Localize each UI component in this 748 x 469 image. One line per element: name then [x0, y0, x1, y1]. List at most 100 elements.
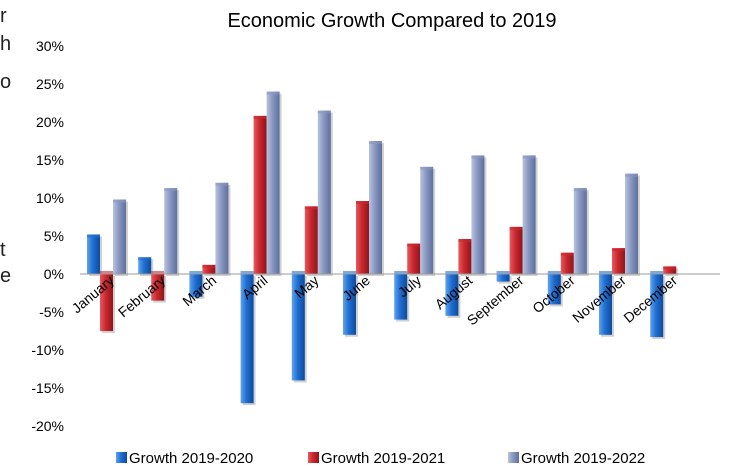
y-tick-label: 0%: [44, 266, 64, 282]
bar: [496, 274, 510, 282]
bar-cap: [445, 271, 459, 274]
bar-cap: [573, 188, 587, 192]
bar: [164, 188, 178, 274]
bar-growth-2019-2021: [458, 239, 474, 276]
bar-growth-2019-2021: [304, 206, 320, 276]
bar-growth-2019-2022: [369, 141, 384, 276]
bar: [138, 257, 152, 274]
edge-fragment: r: [0, 5, 7, 27]
bar-growth-2019-2020: [240, 271, 256, 406]
bar: [509, 226, 523, 274]
bar-growth-2019-2020: [87, 234, 102, 276]
bar: [317, 110, 331, 274]
bar: [445, 274, 459, 316]
bar: [663, 266, 677, 274]
bar-cap: [458, 239, 472, 243]
bar-cap: [304, 206, 318, 210]
edge-fragment: t: [0, 239, 6, 261]
bar: [215, 182, 229, 274]
bar-growth-2019-2022: [522, 155, 538, 276]
legend-label: Growth 2019-2021: [321, 450, 445, 467]
y-tick-label: 20%: [36, 114, 64, 130]
bar-growth-2019-2021: [100, 271, 115, 333]
y-tick-label: 15%: [36, 152, 64, 168]
bar-cap: [356, 201, 369, 205]
bar-growth-2019-2022: [113, 199, 128, 276]
bar-growth-2019-2022: [625, 173, 640, 276]
edge-fragment: o: [0, 71, 12, 93]
bar: [304, 206, 318, 274]
bar-cap: [253, 115, 267, 119]
bar-growth-2019-2021: [663, 266, 679, 276]
bar: [343, 274, 356, 335]
bar-cap: [560, 252, 574, 256]
bar: [547, 274, 561, 305]
edge-fragment: h: [0, 33, 12, 55]
bar-cap: [266, 91, 280, 95]
bar-cap: [547, 271, 561, 274]
bar-growth-2019-2020: [496, 271, 512, 284]
bar-cap: [151, 271, 165, 274]
bars: [87, 91, 679, 406]
bar-cap: [291, 271, 305, 274]
bar-cap: [509, 226, 523, 230]
bar-cap: [189, 271, 203, 274]
bar: [253, 115, 267, 274]
bar-cap: [522, 155, 536, 159]
bar: [369, 141, 382, 274]
x-tick-label: September: [464, 272, 527, 328]
bar-cap: [394, 271, 408, 274]
bar: [356, 201, 369, 274]
bar: [599, 274, 612, 335]
bar-cap: [599, 271, 612, 274]
bar: [189, 274, 203, 297]
bar-growth-2019-2020: [650, 271, 666, 340]
bar-cap: [407, 243, 421, 247]
bar-growth-2019-2021: [356, 201, 371, 276]
bar-growth-2019-2021: [509, 226, 525, 276]
bar-cap: [612, 248, 625, 252]
bar-growth-2019-2022: [164, 188, 180, 276]
y-tick-label: -10%: [31, 342, 64, 358]
bar: [560, 252, 574, 274]
bar: [113, 199, 126, 274]
bar-growth-2019-2021: [560, 252, 576, 276]
legend-swatch: [116, 452, 127, 463]
bar-growth-2019-2020: [445, 271, 461, 318]
bar-cap: [317, 110, 331, 114]
bar: [87, 234, 100, 274]
y-tick-label: 5%: [44, 228, 64, 244]
y-tick-label: 25%: [36, 76, 64, 92]
bar-cap: [343, 271, 356, 274]
bar-cap: [215, 182, 229, 186]
bar-growth-2019-2021: [612, 248, 627, 276]
bar-cap: [625, 173, 638, 177]
bar: [291, 274, 305, 381]
bar: [394, 274, 408, 320]
bar-growth-2019-2022: [471, 155, 487, 276]
bar-growth-2019-2021: [253, 115, 269, 276]
bar: [420, 166, 434, 274]
y-tick-label: 30%: [36, 38, 64, 54]
y-tick-label: -20%: [31, 418, 64, 434]
bar-growth-2019-2021: [202, 264, 218, 276]
legend-label: Growth 2019-2020: [129, 450, 253, 467]
bar-cap: [663, 266, 677, 270]
legend-swatch: [508, 452, 519, 463]
y-tick-label: -15%: [31, 380, 64, 396]
bar-growth-2019-2022: [420, 166, 436, 276]
bar-growth-2019-2020: [394, 271, 410, 322]
bar: [522, 155, 536, 274]
bar-cap: [138, 257, 152, 261]
legend-entry: Growth 2019-2020: [116, 450, 253, 467]
bar-growth-2019-2022: [215, 182, 231, 276]
bar-growth-2019-2022: [266, 91, 282, 276]
bar-growth-2019-2020: [189, 271, 205, 299]
bar-cap: [650, 271, 664, 274]
bar-cap: [202, 264, 216, 268]
bar-cap: [496, 271, 510, 274]
bar-growth-2019-2021: [151, 271, 167, 303]
bar-cap: [87, 234, 100, 238]
legend-label: Growth 2019-2022: [521, 450, 645, 467]
